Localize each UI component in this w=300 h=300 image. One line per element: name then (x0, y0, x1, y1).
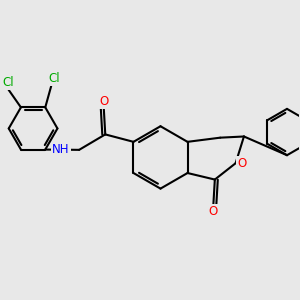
Text: O: O (209, 205, 218, 218)
Text: O: O (99, 95, 108, 108)
Text: Cl: Cl (2, 76, 14, 88)
Text: O: O (237, 157, 246, 170)
Text: NH: NH (52, 143, 70, 156)
Text: Cl: Cl (48, 72, 60, 85)
